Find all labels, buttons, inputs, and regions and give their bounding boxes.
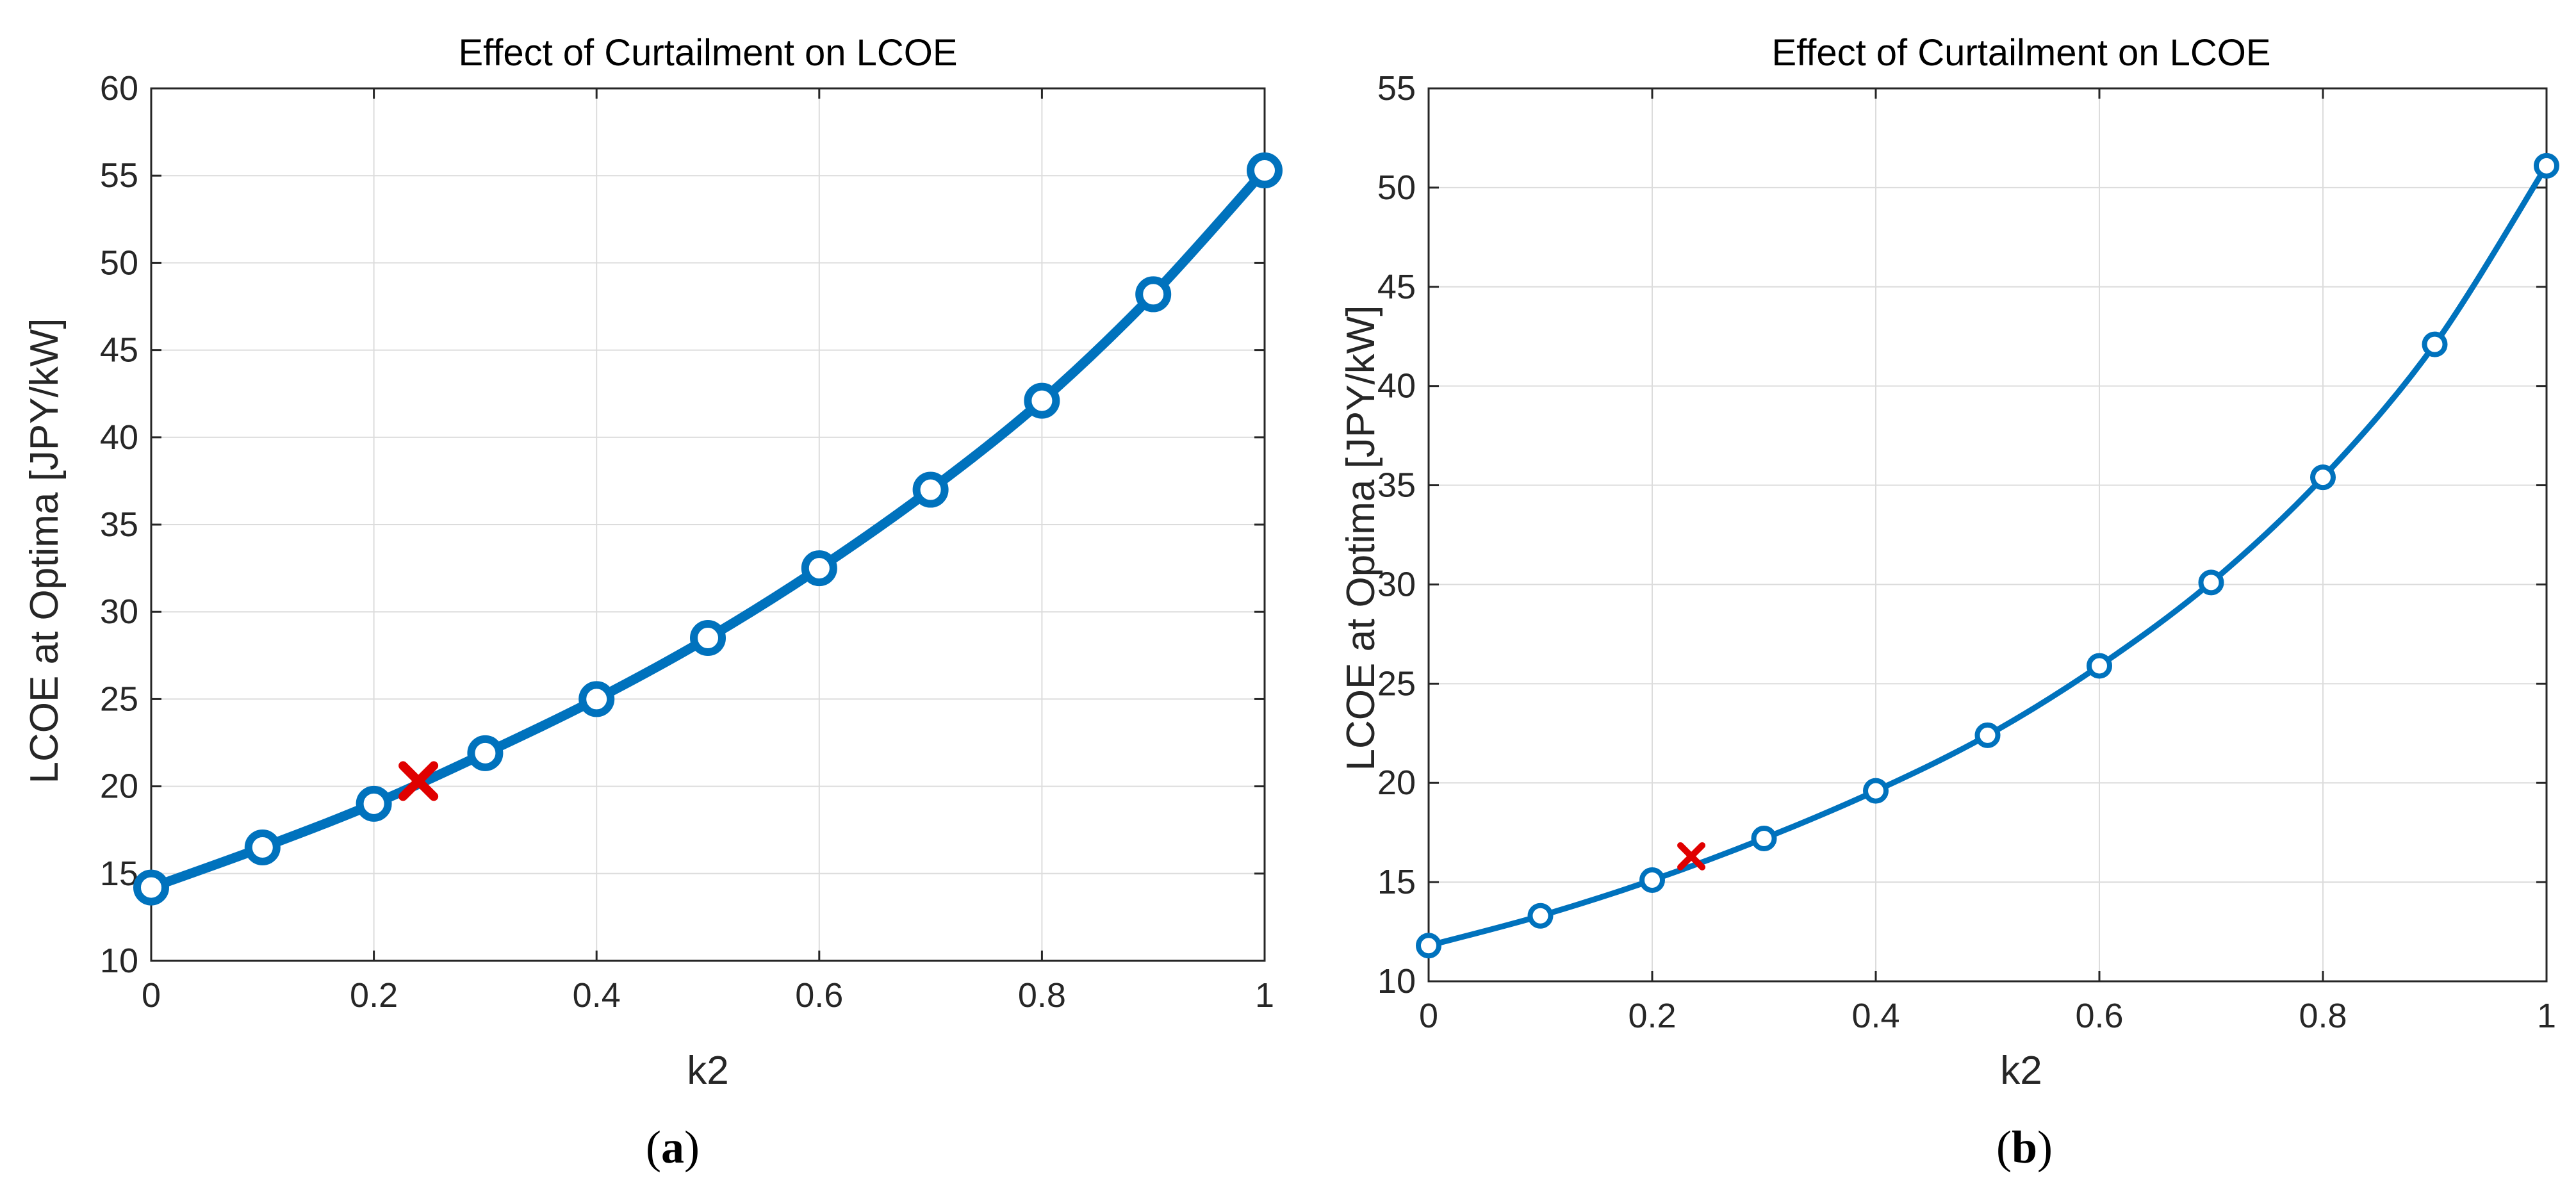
data-point-b-0-8 [2310,464,2336,491]
y-tick-label-b-3: 25 [1377,664,1416,703]
data-point-a-0-8 [1024,382,1060,419]
y-tick-label-b-9: 55 [1377,69,1416,108]
caption-open-a: ( [646,1122,661,1173]
data-point-b-0-10 [2534,152,2559,179]
y-tick-label-b-0: 10 [1377,962,1416,1001]
caption-close-b: ) [2037,1122,2053,1173]
optimum-marker-stroke2-b [1677,842,1706,870]
y-tick-label-a-0: 10 [100,942,138,980]
chart-panel-b: Effect of Curtailment on LCOE 0 0.2 0.4 0.6… [1339,32,2559,1093]
caption-letter-b: b [2012,1122,2037,1173]
data-point-a-0-2 [356,785,392,822]
series-line-a-0 [146,165,1270,893]
data-point-b-0-9 [2422,331,2448,357]
y-tick-label-b-2: 20 [1377,764,1416,802]
y-tick-label-b-5: 35 [1377,466,1416,505]
optimum-marker-a [398,761,439,801]
series-group-a [133,152,1283,906]
x-ticks-a: 0 0.2 0.4 0.6 0.8 1 [142,88,1274,1015]
data-point-b-0-7 [2198,569,2224,596]
data-point-b-0-2 [1639,867,1665,894]
data-point-a-0-1 [244,829,281,865]
y-tick-label-a-6: 40 [100,418,138,457]
data-point-b-0-1 [1527,903,1554,929]
y-tick-label-b-4: 30 [1377,565,1416,603]
y-tick-label-b-1: 15 [1377,863,1416,901]
optimum-group-a [398,761,439,801]
data-point-a-0-5 [690,620,726,657]
y-tick-label-b-6: 40 [1377,367,1416,405]
optimum-group-b [1677,842,1706,870]
x-tick-label-b-1: 0.2 [1628,997,1676,1035]
chart-title-b: Effect of Curtailment on LCOE [1771,32,2270,74]
chart-panel-a: Effect of Curtailment on LCOE 0 0.2 0.4 0.6… [22,32,1283,1093]
caption-open-b: ( [1996,1122,2012,1173]
x-tick-label-a-4: 0.8 [1018,976,1066,1015]
caption-letter-a: a [661,1122,684,1173]
y-tick-label-b-7: 45 [1377,268,1416,306]
y-tick-label-a-5: 35 [100,505,138,544]
caption-a: (a) [646,1122,700,1173]
data-point-a-0-4 [578,681,615,717]
data-point-a-0-7 [912,471,949,508]
x-tick-label-b-0: 0 [1419,997,1438,1035]
x-tick-label-b-2: 0.4 [1851,997,1899,1035]
data-point-b-0-6 [2087,653,2112,679]
y-ticks-b: 10 15 20 25 30 35 40 45 50 55 [1377,69,2547,1001]
x-tick-label-b-5: 1 [2537,997,2556,1035]
optimum-marker-stroke2-a [398,761,439,801]
x-tick-label-b-3: 0.6 [2075,997,2123,1035]
data-point-b-0-3 [1751,825,1777,851]
y-axis-label-a: LCOE at Optima [JPY/kW] [22,318,67,784]
data-point-a-0-6 [801,550,837,587]
caption-close-a: ) [684,1122,700,1173]
caption-b: (b) [1996,1122,2053,1173]
data-point-a-0-10 [1247,152,1283,189]
y-tick-label-a-7: 45 [100,331,138,370]
data-point-b-0-0 [1416,933,1441,959]
y-tick-label-a-1: 15 [100,854,138,893]
data-point-a-0-3 [467,735,504,771]
y-tick-label-b-8: 50 [1377,168,1416,207]
y-tick-label-a-8: 50 [100,243,138,282]
series-group-b [1416,152,2559,959]
data-point-b-0-4 [1863,778,1889,804]
optimum-marker-b [1677,842,1706,870]
chart-title-a: Effect of Curtailment on LCOE [458,32,957,74]
x-tick-label-a-2: 0.4 [573,976,621,1015]
x-tick-label-a-5: 1 [1255,976,1274,1015]
x-axis-label-a: k2 [687,1049,728,1093]
y-tick-label-a-10: 60 [100,69,138,108]
data-point-a-0-0 [133,869,169,906]
x-tick-label-b-4: 0.8 [2299,997,2347,1035]
y-axis-label-b: LCOE at Optima [JPY/kW] [1339,306,1383,771]
y-tick-label-a-3: 25 [100,680,138,718]
x-axis-label-b: k2 [2000,1049,2042,1093]
data-point-a-0-9 [1135,276,1172,313]
x-ticks-b: 0 0.2 0.4 0.6 0.8 1 [1419,88,2556,1035]
y-tick-label-a-9: 55 [100,156,138,195]
y-tick-label-a-4: 30 [100,592,138,631]
x-tick-label-a-1: 0.2 [350,976,398,1015]
series-line-b-0 [1425,163,2550,949]
x-tick-label-a-3: 0.6 [795,976,843,1015]
x-tick-label-a-0: 0 [142,976,161,1015]
y-ticks-a: 10 15 20 25 30 35 40 45 50 55 60 [100,69,1265,980]
data-point-b-0-5 [1974,722,2001,748]
plot-area-b [1427,87,2548,983]
y-tick-label-a-2: 20 [100,767,138,806]
